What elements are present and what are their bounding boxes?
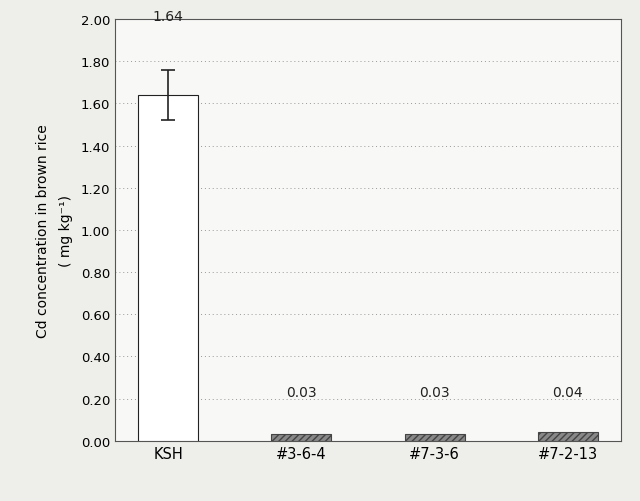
Bar — [538, 432, 598, 441]
Text: 0.04: 0.04 — [552, 385, 583, 399]
Text: 0.03: 0.03 — [286, 385, 317, 399]
Text: 1.64: 1.64 — [153, 11, 184, 24]
Bar — [138, 96, 198, 441]
Bar — [271, 434, 332, 441]
Bar — [404, 434, 465, 441]
Text: 0.03: 0.03 — [419, 385, 450, 399]
Y-axis label: Cd concentration in brown rice
( mg kg⁻¹): Cd concentration in brown rice ( mg kg⁻¹… — [36, 124, 72, 337]
